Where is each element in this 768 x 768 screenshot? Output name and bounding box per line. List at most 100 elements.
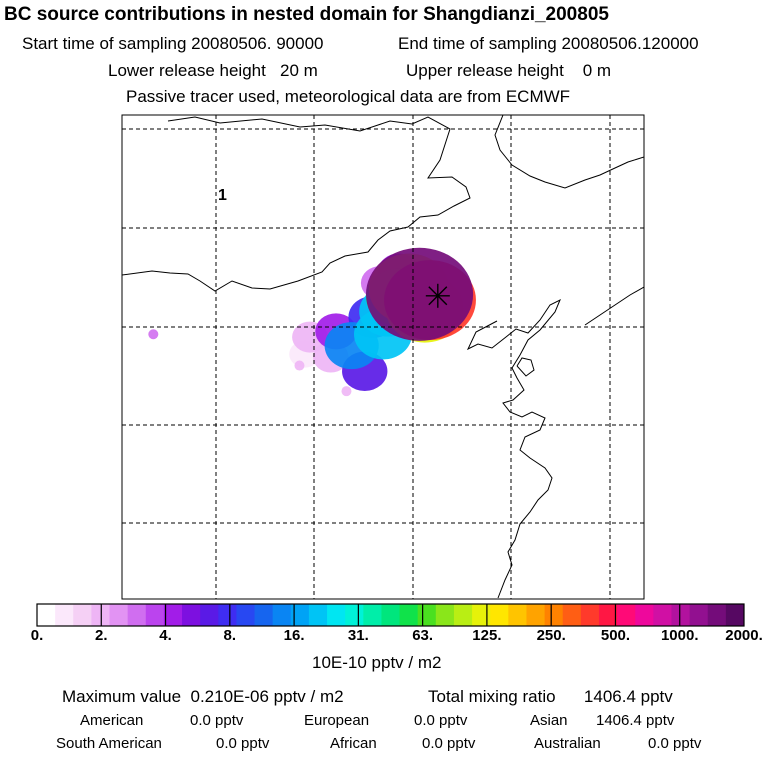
plume-cell <box>341 386 352 397</box>
plume-cell <box>365 247 474 341</box>
total-label: Total mixing ratio <box>428 687 556 706</box>
coastline-borders <box>122 115 644 599</box>
colorbar-segment <box>182 604 201 626</box>
source-region-european: European <box>304 712 369 729</box>
receptor-star-ray <box>428 286 448 306</box>
colorbar-segment <box>218 604 237 626</box>
colorbar-segment <box>163 604 183 626</box>
source-region-asian-value: 1406.4 pptv <box>596 712 675 729</box>
colorbar-segment <box>544 604 564 626</box>
colorbar-segment <box>526 604 546 626</box>
colorbar-tick-label: 2000. <box>725 627 763 644</box>
colorbar-segment <box>37 604 56 626</box>
colorbar-segment <box>725 604 745 626</box>
colorbar-segment <box>290 604 310 626</box>
colorbar-segment <box>453 604 473 626</box>
tracer-note: Passive tracer used, meteorological data… <box>126 87 571 106</box>
colorbar-segment <box>598 604 618 626</box>
source-region-south-american: South American <box>56 735 162 752</box>
colorbar <box>36 603 745 627</box>
border-east <box>584 286 644 326</box>
colorbar-units: 10E-10 pptv / m2 <box>312 653 442 672</box>
chart-title: BC source contributions in nested domain… <box>4 4 609 25</box>
source-region-asian: Asian <box>530 712 568 729</box>
receptor-marker <box>425 283 450 308</box>
colorbar-segment <box>200 604 219 626</box>
colorbar-segment <box>508 604 527 626</box>
colorbar-segment <box>417 604 437 626</box>
colorbar-tick-label: 1000. <box>660 627 699 644</box>
source-region-african: African <box>330 735 377 752</box>
colorbar-segment <box>381 604 401 626</box>
colorbar-segment <box>707 604 727 626</box>
region-name: Australian <box>534 735 601 752</box>
colorbar-segment <box>272 604 292 626</box>
coastline <box>466 298 561 599</box>
colorbar-frame <box>36 603 745 627</box>
total-value: 1406.4 pptv <box>583 687 673 706</box>
total-mixing-ratio: Total mixing ratio 1406.4 pptv <box>428 687 673 707</box>
colorbar-tick-label: 500. <box>600 627 631 644</box>
upper-release-height: Upper release height 0 m <box>406 61 612 80</box>
colorbar-segment <box>345 604 364 626</box>
colorbar-segment <box>127 604 147 626</box>
sampling-end: End time of sampling 20080506.120000 <box>398 34 699 53</box>
colorbar-segment <box>363 604 382 626</box>
region-name: South American <box>56 735 162 752</box>
max-value-label: Maximum value <box>62 687 182 706</box>
colorbar-segment <box>490 604 509 626</box>
colorbar-segment <box>562 604 582 626</box>
max-value: Maximum value 0.210E-06 pptv / m2 <box>62 687 344 707</box>
colorbar-segment <box>689 604 709 626</box>
source-region-south-american-value: 0.0 pptv <box>216 735 270 752</box>
plume-cell <box>294 360 305 371</box>
colorbar-tick-label: 31. <box>347 627 369 644</box>
source-region-american: American <box>80 712 143 729</box>
colorbar-tick-label: 2. <box>95 627 108 644</box>
coast-detail <box>516 357 535 377</box>
colorbar-segment <box>145 604 165 626</box>
region-name: European <box>304 712 370 729</box>
region-label: 1 <box>218 187 227 204</box>
colorbar-segment <box>635 604 654 626</box>
plume-cell <box>148 329 159 340</box>
sampling-start: Start time of sampling 20080506. 90000 <box>22 34 324 53</box>
colorbar-tick-label: 63. <box>412 627 434 644</box>
colorbar-tick-label: 250. <box>536 627 566 644</box>
source-region-australian: Australian <box>534 735 601 752</box>
border-north <box>122 116 471 292</box>
region-name: American <box>80 712 144 729</box>
colorbar-segment <box>55 604 74 626</box>
region-name: African <box>330 735 377 752</box>
colorbar-tick-label: 125. <box>472 627 502 644</box>
colorbar-segment <box>236 604 256 626</box>
graticule <box>122 115 644 599</box>
colorbar-segment <box>109 604 129 626</box>
source-region-american-value: 0.0 pptv <box>190 712 244 729</box>
colorbar-segment <box>580 604 600 626</box>
colorbar-tick-label: 0. <box>30 627 44 644</box>
colorbar-segment <box>399 604 419 626</box>
colorbar-segment <box>617 604 636 626</box>
colorbar-segment <box>653 604 672 626</box>
colorbar-segment <box>472 604 491 626</box>
colorbar-segment <box>671 604 691 626</box>
region-name: Asian <box>530 712 568 729</box>
colorbar-tick-label: 4. <box>159 627 172 644</box>
colorbar-segment <box>73 604 92 626</box>
plume-layer <box>148 247 476 397</box>
map-frame <box>121 114 645 600</box>
colorbar-segment <box>308 604 328 626</box>
lower-release-height: Lower release height 20 m <box>108 61 318 80</box>
max-value-number: 0.210E-06 pptv / m2 <box>190 687 344 706</box>
source-region-african-value: 0.0 pptv <box>422 735 476 752</box>
colorbar-segment <box>327 604 346 626</box>
border-northeast <box>494 115 644 189</box>
colorbar-tick-label: 8. <box>223 627 237 644</box>
colorbar-tick-label: 16. <box>283 627 305 644</box>
colorbar-segment <box>254 604 274 626</box>
colorbar-segment <box>435 604 455 626</box>
source-region-australian-value: 0.0 pptv <box>648 735 702 752</box>
source-region-european-value: 0.0 pptv <box>414 712 468 729</box>
